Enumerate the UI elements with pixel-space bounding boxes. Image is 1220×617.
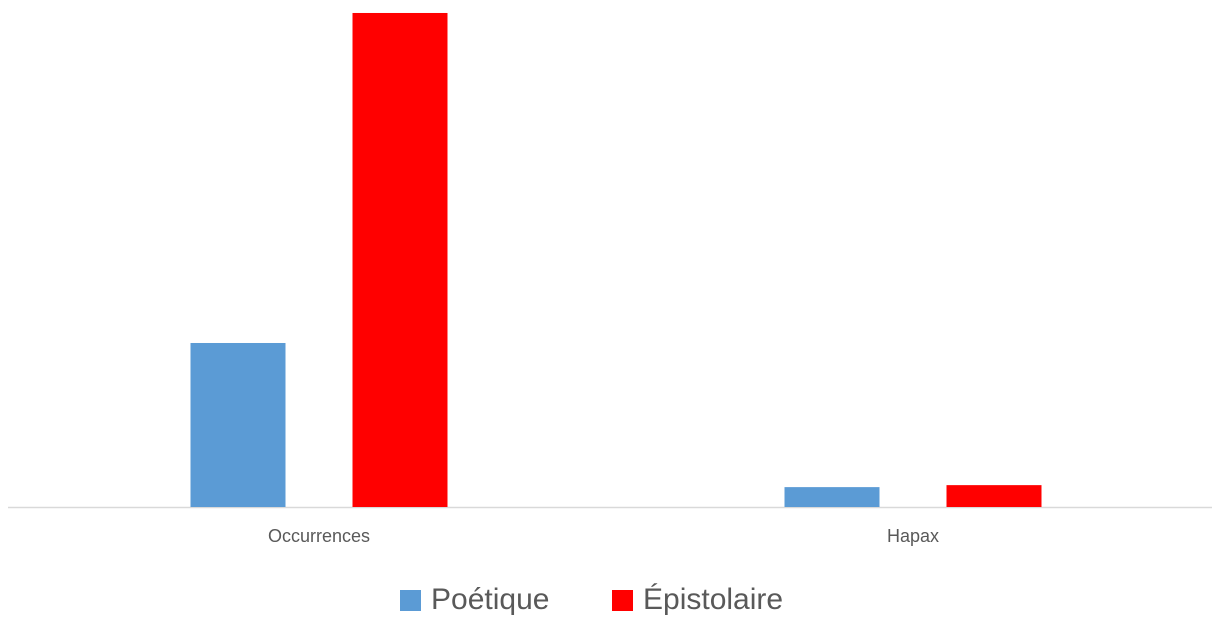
x-tick-label: Occurrences (268, 526, 370, 546)
x-tick-label: Hapax (887, 526, 939, 546)
legend-swatch (612, 590, 633, 611)
bar (946, 485, 1042, 507)
bar (784, 487, 880, 507)
bar (352, 12, 448, 508)
bar (190, 342, 286, 507)
legend-label: Épistolaire (643, 583, 783, 616)
legend-swatch (400, 590, 421, 611)
legend-label: Poétique (431, 583, 549, 616)
